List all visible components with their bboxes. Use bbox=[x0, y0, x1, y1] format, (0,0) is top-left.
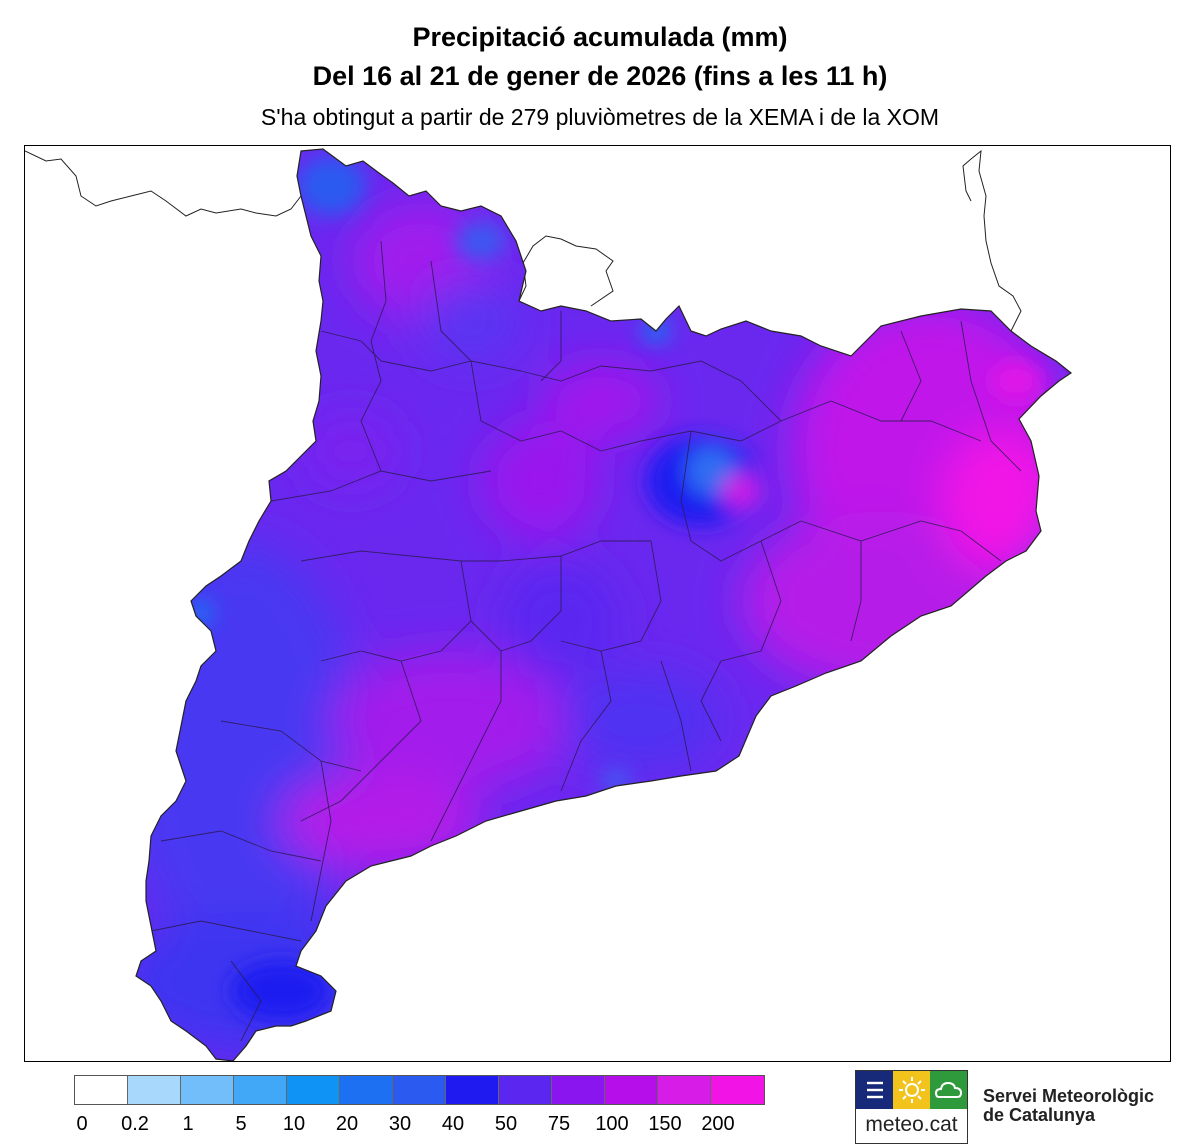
organization-line1: Servei Meteorològic bbox=[983, 1086, 1155, 1106]
legend-tick-label: 5 bbox=[235, 1113, 247, 1135]
map-date-range: Del 16 al 21 de gener de 2026 (fins a le… bbox=[312, 61, 888, 91]
legend-tick-label: 50 bbox=[494, 1113, 518, 1135]
legend-swatch bbox=[75, 1076, 128, 1104]
legend-tick-label: 10 bbox=[282, 1113, 306, 1135]
comarca-boundaries bbox=[150, 240, 1022, 1042]
precipitation-legend: 0 0.2 1 5 10 20 30 40 50 75 100 150 200 bbox=[74, 1075, 765, 1135]
legend-swatch bbox=[181, 1076, 234, 1104]
legend-color-bar bbox=[74, 1075, 765, 1105]
map-title: Precipitació acumulada (mm) bbox=[412, 22, 788, 52]
legend-tick-label: 100 bbox=[595, 1113, 629, 1135]
legend-swatch bbox=[128, 1076, 181, 1104]
logo-text: meteo.cat bbox=[865, 1113, 958, 1136]
france-border bbox=[25, 150, 302, 217]
legend-tick-label: 75 bbox=[547, 1113, 571, 1135]
organization-name: Servei Meteorològic de Catalunya bbox=[983, 1087, 1154, 1125]
legend-tick-label: 40 bbox=[441, 1113, 465, 1135]
legend-tick-label: 150 bbox=[648, 1113, 682, 1135]
legend-swatch bbox=[340, 1076, 393, 1104]
legend-tick-label: 20 bbox=[335, 1113, 359, 1135]
legend-tick-label: 0.2 bbox=[121, 1113, 149, 1135]
legend-swatch bbox=[393, 1076, 446, 1104]
legend-tick-label: 0 bbox=[76, 1113, 88, 1135]
cloud-icon bbox=[930, 1071, 967, 1109]
meteocat-logo: meteo.cat bbox=[855, 1070, 968, 1144]
organization-line2: de Catalunya bbox=[983, 1105, 1096, 1125]
map-subtitle: S'ha obtingut a partir de 279 pluviòmetr… bbox=[260, 104, 940, 130]
legend-tick-label: 200 bbox=[701, 1113, 735, 1135]
legend-tick-label: 1 bbox=[182, 1113, 194, 1135]
legend-swatch bbox=[287, 1076, 340, 1104]
legend-swatch bbox=[552, 1076, 605, 1104]
precipitation-field bbox=[136, 149, 1071, 1061]
legend-swatch bbox=[658, 1076, 711, 1104]
andorra-border bbox=[518, 235, 614, 307]
legend-swatch bbox=[234, 1076, 287, 1104]
east-border bbox=[962, 149, 1022, 332]
bars-icon bbox=[856, 1071, 893, 1109]
legend-swatch bbox=[499, 1076, 552, 1104]
legend-swatch bbox=[711, 1076, 764, 1104]
precipitation-map bbox=[24, 145, 1171, 1062]
legend-swatch bbox=[446, 1076, 499, 1104]
legend-swatch bbox=[605, 1076, 658, 1104]
legend-tick-label: 30 bbox=[388, 1113, 412, 1135]
sun-icon bbox=[893, 1071, 930, 1109]
